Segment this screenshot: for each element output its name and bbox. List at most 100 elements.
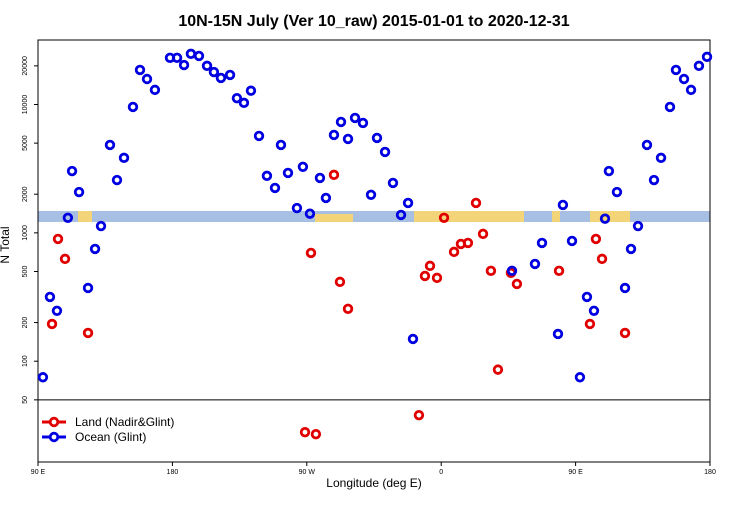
point (632, 220, 644, 232)
point (275, 139, 287, 151)
point (599, 213, 611, 224)
point (59, 253, 71, 265)
x-tick-label: 180 (167, 469, 179, 476)
point (320, 192, 332, 204)
point (619, 282, 631, 294)
land-patch (590, 211, 630, 222)
point (395, 209, 407, 221)
point (66, 165, 78, 177)
x-axis-label: Longitude (deg E) (326, 476, 421, 490)
point (584, 318, 596, 330)
point (492, 364, 504, 375)
y-tick-label: 200 (22, 317, 29, 329)
point (678, 73, 690, 85)
point (141, 73, 153, 85)
point (44, 291, 56, 303)
point (52, 233, 64, 245)
point (82, 327, 94, 339)
point (253, 130, 265, 142)
y-tick-label: 2000 (22, 186, 29, 202)
point (485, 265, 497, 277)
x-tick-label: 0 (439, 469, 443, 476)
y-tick-label: 20000 (22, 56, 29, 76)
point (664, 101, 676, 113)
point (215, 72, 227, 84)
y-tick-label: 50 (22, 396, 29, 404)
point (477, 228, 489, 240)
x-tick-label: 90 E (568, 469, 583, 476)
point (328, 129, 340, 141)
point (37, 372, 49, 383)
land-patch (414, 211, 524, 222)
point (82, 282, 94, 294)
point (670, 64, 682, 76)
point (648, 174, 660, 186)
point (611, 186, 623, 198)
legend-label: Land (Nadir&Glint) (75, 415, 174, 429)
map-band (38, 211, 710, 222)
chart-title: 10N-15N July (Ver 10_raw) 2015-01-01 to … (178, 13, 569, 30)
legend-marker (48, 431, 60, 443)
point (178, 59, 190, 71)
point (299, 426, 311, 438)
point (335, 116, 347, 128)
point (655, 152, 667, 164)
legend-label: Ocean (Glint) (75, 430, 146, 444)
point (89, 243, 101, 255)
point (379, 146, 391, 158)
point (334, 276, 346, 288)
point (314, 172, 326, 184)
point (387, 177, 399, 189)
point (506, 265, 518, 277)
point (297, 161, 309, 173)
point (413, 409, 425, 421)
y-tick-label: 5000 (22, 135, 29, 151)
land-patch (78, 211, 92, 222)
point (245, 85, 257, 96)
point (73, 186, 85, 198)
plot-frame (37, 39, 711, 463)
point (310, 429, 322, 440)
point (470, 197, 482, 209)
point (424, 260, 436, 272)
point (193, 50, 205, 62)
point (625, 243, 637, 255)
point (357, 117, 369, 129)
land-patch (315, 214, 353, 222)
point (118, 152, 130, 164)
x-tick-label: 90 W (299, 469, 316, 476)
point (553, 265, 565, 277)
point (438, 212, 450, 224)
point (208, 66, 220, 78)
point (448, 246, 460, 258)
point (51, 305, 63, 317)
point (95, 220, 107, 232)
point (407, 333, 419, 345)
point (342, 303, 354, 315)
x-tick-label: 180 (704, 469, 716, 476)
point (342, 133, 354, 145)
point (641, 139, 653, 151)
point (566, 235, 578, 247)
point (282, 167, 294, 179)
point (304, 208, 316, 219)
y-axis-label: N Total (0, 226, 12, 263)
point (185, 48, 197, 60)
point (557, 199, 569, 211)
point (269, 182, 281, 194)
land-patch (552, 211, 560, 222)
point (511, 278, 523, 290)
point (701, 51, 713, 63)
point (104, 139, 116, 151)
ocean-band (38, 211, 710, 222)
point (371, 132, 383, 144)
point (134, 64, 146, 76)
y-tick-label: 10000 (22, 95, 29, 115)
point (349, 112, 361, 124)
point (588, 305, 600, 317)
point (305, 247, 317, 259)
point (62, 212, 74, 224)
point (603, 165, 615, 177)
point (111, 174, 123, 186)
point (291, 202, 303, 214)
